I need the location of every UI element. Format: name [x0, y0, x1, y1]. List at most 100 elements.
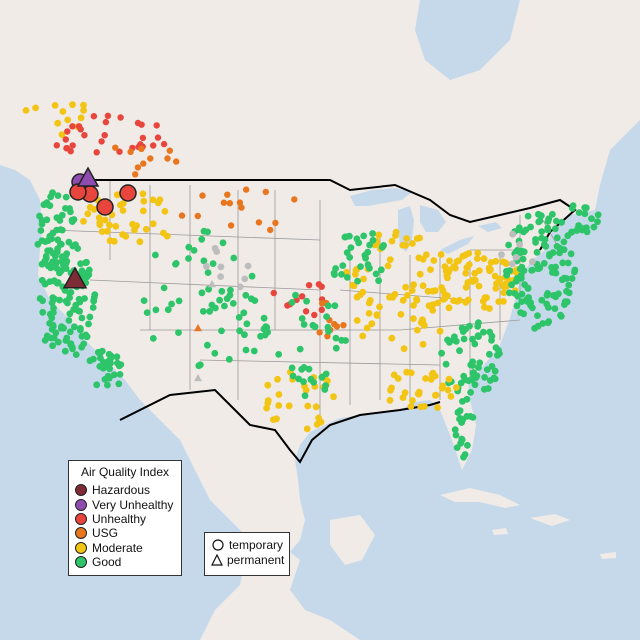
- station-marker: [450, 297, 457, 304]
- legend-item-temporary: temporary: [211, 538, 283, 552]
- station-marker: [101, 216, 109, 224]
- station-marker: [536, 264, 544, 272]
- station-marker: [50, 304, 57, 312]
- station-marker: [270, 289, 277, 297]
- station-marker: [471, 340, 479, 348]
- station-marker: [61, 286, 69, 294]
- station-marker: [216, 296, 224, 304]
- station-marker: [542, 243, 550, 250]
- station-marker: [353, 317, 361, 324]
- station-marker: [480, 255, 488, 263]
- station-marker: [394, 375, 402, 382]
- station-marker: [427, 266, 434, 273]
- station-marker: [410, 302, 417, 309]
- station-marker: [54, 245, 61, 253]
- station-marker: [241, 331, 248, 339]
- station-marker: [273, 415, 280, 423]
- station-marker: [492, 257, 500, 265]
- station-marker: [456, 296, 463, 304]
- station-marker: [464, 441, 471, 449]
- station-marker: [175, 329, 182, 336]
- station-marker: [452, 264, 459, 272]
- station-marker: [72, 351, 80, 358]
- station-marker: [236, 327, 244, 335]
- station-marker: [113, 353, 121, 361]
- station-marker: [469, 414, 477, 421]
- station-marker: [242, 346, 250, 354]
- station-marker: [217, 263, 225, 271]
- station-marker: [138, 121, 145, 128]
- station-marker: [242, 291, 250, 299]
- station-marker: [464, 296, 472, 304]
- station-marker: [69, 123, 76, 130]
- station-marker: [119, 207, 127, 214]
- station-marker: [46, 202, 54, 210]
- station-marker: [69, 142, 76, 149]
- station-marker: [575, 209, 583, 217]
- station-marker: [474, 249, 482, 257]
- station-marker: [211, 349, 219, 357]
- station-marker: [354, 277, 361, 285]
- station-marker: [465, 250, 473, 257]
- legend-label: Very Unhealthy: [92, 497, 174, 512]
- station-marker: [244, 262, 252, 270]
- station-marker: [300, 364, 308, 371]
- station-marker: [77, 325, 84, 332]
- station-marker: [330, 393, 337, 401]
- station-marker: [422, 251, 430, 259]
- station-marker: [427, 376, 435, 383]
- station-marker: [149, 196, 157, 204]
- station-marker: [342, 337, 349, 344]
- legend-label: Good: [92, 555, 122, 570]
- station-marker: [72, 241, 79, 249]
- lake-ontario: [478, 222, 502, 232]
- station-marker: [267, 226, 274, 234]
- station-marker: [512, 254, 520, 261]
- station-marker: [295, 375, 302, 383]
- station-marker: [388, 384, 395, 392]
- station-marker: [90, 355, 97, 363]
- station-marker: [546, 251, 553, 258]
- station-marker: [240, 309, 248, 317]
- station-marker: [307, 375, 315, 383]
- station-marker: [66, 294, 73, 301]
- station-marker: [288, 364, 296, 372]
- station-marker: [321, 386, 329, 393]
- station-marker: [114, 359, 121, 367]
- station-marker: [38, 237, 46, 245]
- station-marker: [83, 333, 91, 341]
- cuba: [440, 488, 520, 508]
- station-marker: [275, 351, 283, 358]
- station-marker: [480, 328, 487, 336]
- station-marker: [132, 171, 139, 178]
- station-marker: [316, 329, 323, 336]
- station-marker: [517, 249, 524, 257]
- station-marker: [49, 342, 56, 350]
- station-marker: [389, 294, 397, 301]
- station-marker: [509, 260, 516, 268]
- station-marker: [139, 207, 147, 215]
- station-marker: [185, 243, 193, 251]
- station-marker: [112, 144, 119, 151]
- station-marker: [540, 260, 548, 267]
- station-marker: [235, 314, 243, 321]
- station-marker: [298, 315, 306, 322]
- station-marker: [467, 389, 474, 396]
- station-marker: [230, 254, 238, 262]
- station-marker: [122, 232, 130, 240]
- station-marker: [553, 234, 561, 242]
- station-marker: [429, 369, 437, 377]
- station-marker: [568, 228, 575, 236]
- station-marker: [446, 257, 453, 265]
- station-marker: [380, 242, 387, 249]
- station-marker: [369, 230, 376, 237]
- station-marker: [67, 341, 75, 349]
- station-marker: [472, 374, 480, 381]
- station-marker: [432, 391, 440, 399]
- station-marker: [409, 397, 416, 404]
- station-marker: [90, 113, 98, 120]
- station-marker: [350, 282, 358, 290]
- station-marker: [66, 205, 73, 212]
- station-marker: [301, 392, 309, 400]
- station-marker: [86, 313, 94, 321]
